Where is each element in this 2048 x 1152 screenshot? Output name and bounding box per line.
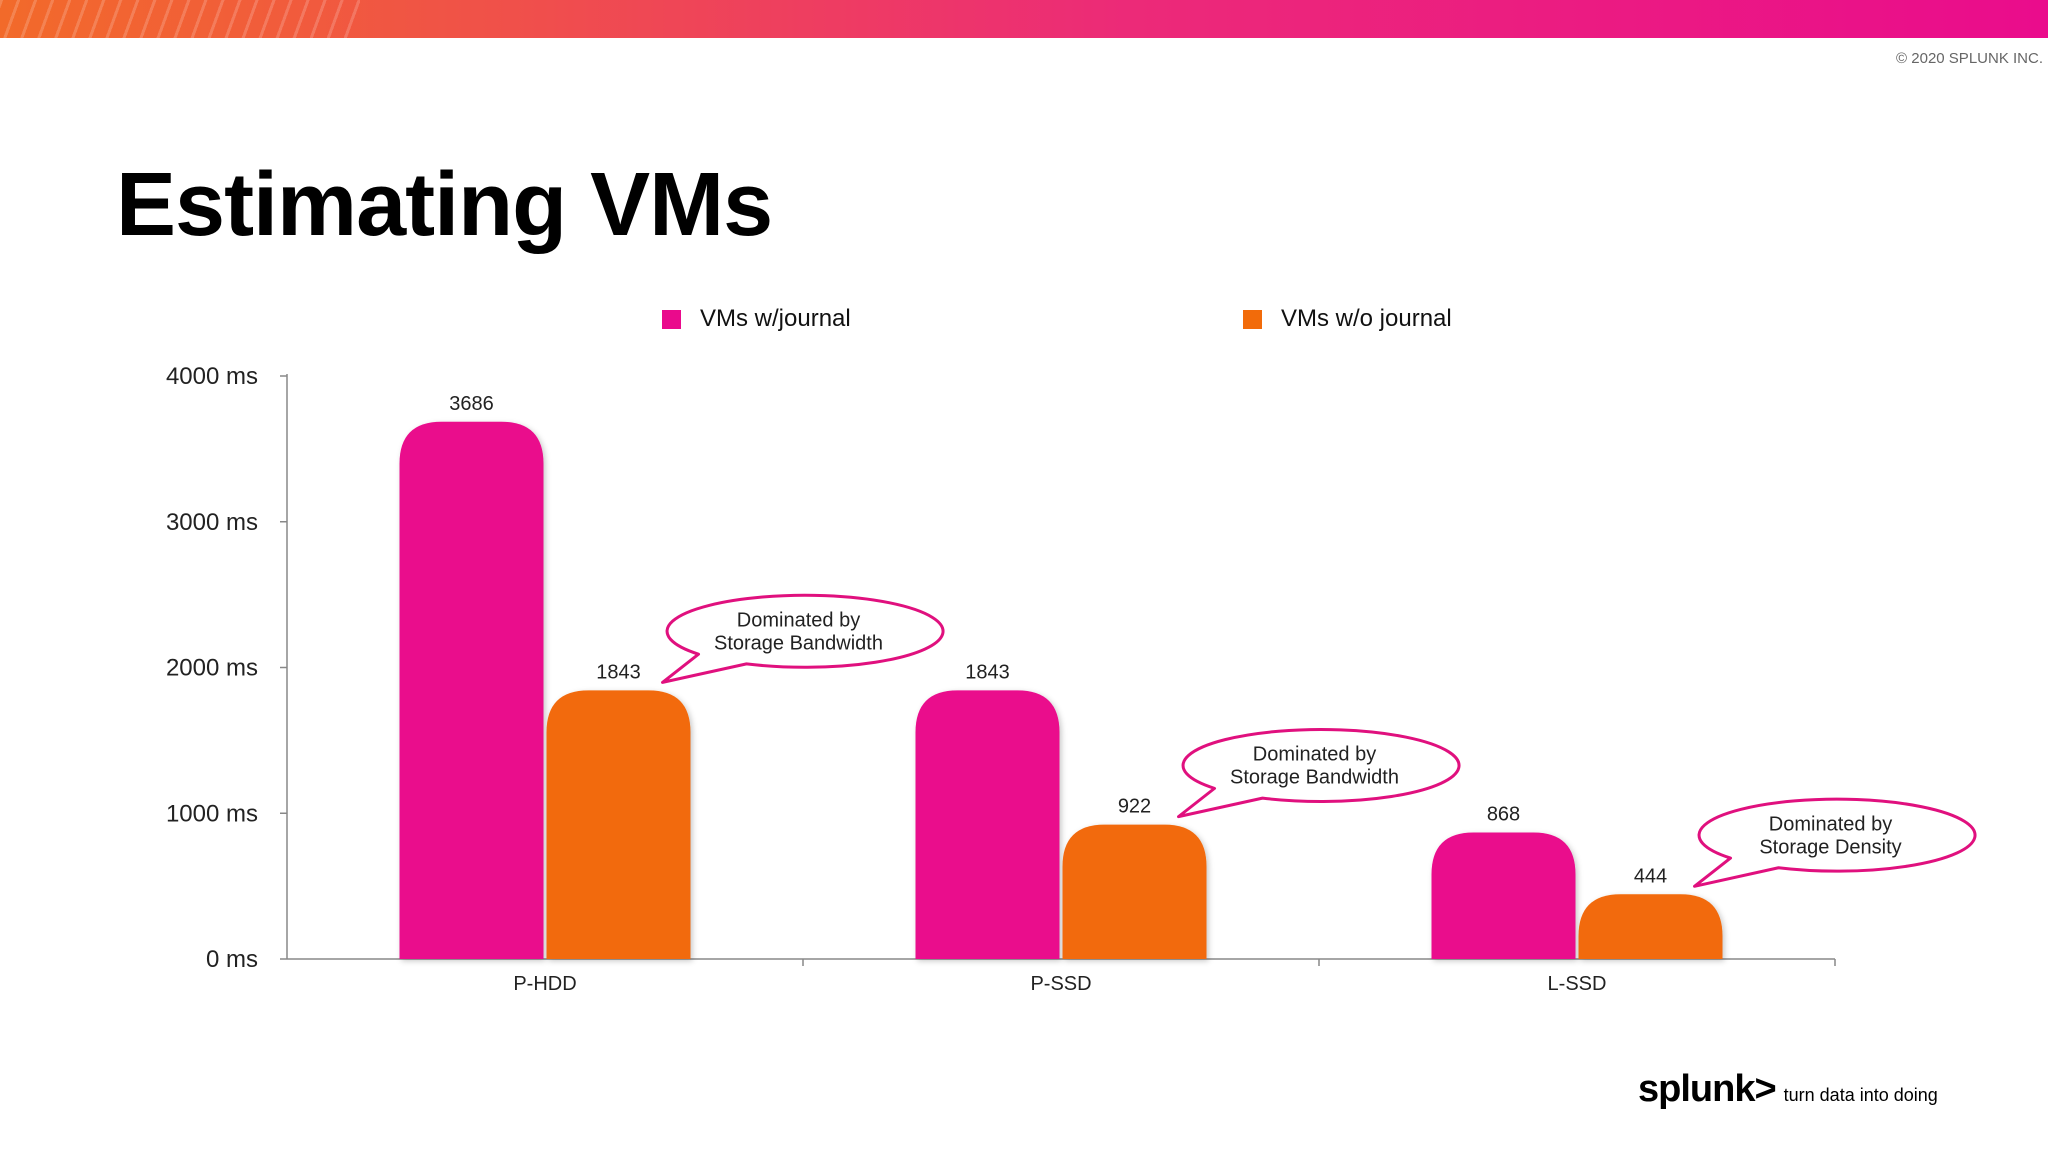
callout-text-line2: Storage Density <box>1759 836 1901 858</box>
data-label: 1843 <box>965 661 1010 683</box>
top-gradient-bar <box>0 0 2048 38</box>
y-tick-label: 2000 ms <box>166 655 258 682</box>
stripe-pattern <box>0 0 360 38</box>
bar-without-journal <box>1578 894 1723 959</box>
legend-label-with-journal: VMs w/journal <box>700 305 851 332</box>
slide-title: Estimating VMs <box>116 155 773 255</box>
bar-with-journal <box>399 421 544 959</box>
splunk-logo: splunk> <box>1638 1068 1777 1110</box>
legend-item-with-journal: VMs w/journal <box>662 305 851 333</box>
x-category-label: P-SSD <box>1030 973 1091 995</box>
bar-without-journal <box>1062 824 1207 959</box>
data-label: 868 <box>1487 803 1520 825</box>
copyright-notice: © 2020 SPLUNK INC. <box>1896 50 2043 67</box>
x-category-label: L-SSD <box>1548 973 1607 995</box>
brand-tagline: turn data into doing <box>1783 1085 1938 1105</box>
callout-text-line1: Dominated by <box>1769 813 1892 835</box>
legend-swatch-without-journal <box>1243 309 1262 329</box>
bar-with-journal <box>1431 832 1576 959</box>
bar-with-journal <box>915 690 1060 959</box>
x-category-label: P-HDD <box>513 973 576 995</box>
callout-bubble <box>1177 728 1461 819</box>
callout-text-line1: Dominated by <box>1253 744 1376 766</box>
callout-text-line2: Storage Bandwidth <box>1230 767 1399 789</box>
legend-item-without-journal: VMs w/o journal <box>1243 305 1452 333</box>
data-label: 3686 <box>449 393 494 415</box>
y-tick-label: 0 ms <box>206 946 258 973</box>
callout-text-line1: Dominated by <box>737 609 860 631</box>
y-tick-label: 4000 ms <box>166 363 258 390</box>
y-tick-label: 3000 ms <box>166 509 258 536</box>
bar-without-journal <box>546 690 691 959</box>
legend-swatch-with-journal <box>662 309 681 329</box>
data-label: 922 <box>1118 796 1151 818</box>
y-tick-label: 1000 ms <box>166 800 258 827</box>
callout-bubble <box>661 593 945 684</box>
legend-label-without-journal: VMs w/o journal <box>1281 305 1452 332</box>
callout-bubble <box>1693 797 1977 888</box>
data-label: 1843 <box>596 661 641 683</box>
data-label: 444 <box>1634 865 1667 887</box>
splunk-branding: splunk> turn data into doing <box>1638 1068 1938 1111</box>
callout-text-line2: Storage Bandwidth <box>714 632 883 654</box>
